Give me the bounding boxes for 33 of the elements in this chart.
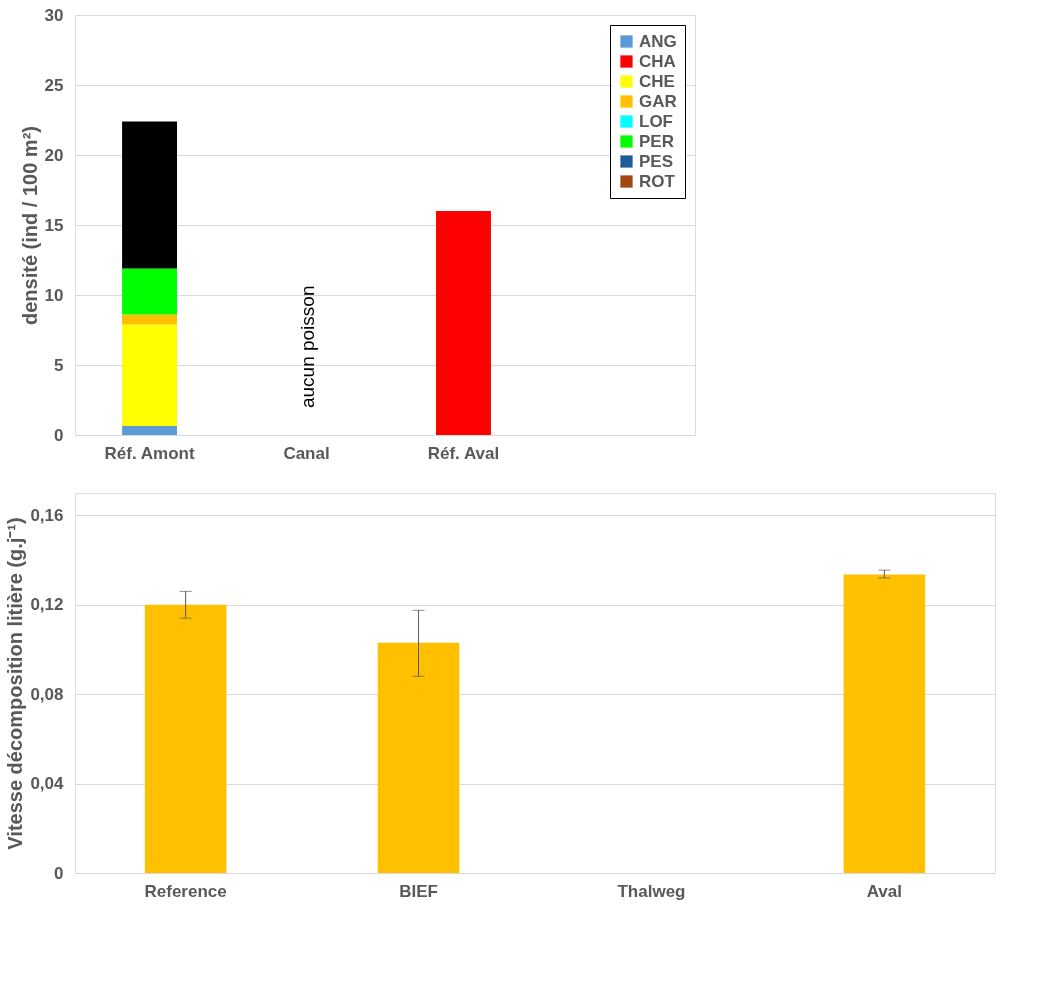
x-tick-label: Réf. Aval [427,443,500,463]
legend-label: ROT [639,171,676,191]
y-tick-label: 0,16 [30,505,64,525]
x-tick-label: BIEF [399,881,438,901]
y-tick-label: 5 [54,355,64,375]
legend-label: CHE [639,71,675,91]
legend-label: PES [639,151,674,171]
y-tick-label: 30 [44,5,64,25]
y-tick-label: 25 [44,75,64,95]
legend-label: ANG [639,31,677,51]
y-tick-label: 0 [54,425,64,445]
y-tick-label: 15 [44,215,64,235]
x-tick-label: Reference [144,881,227,901]
y-axis-title: Vitesse décomposition litière (g.j⁻¹) [4,517,27,850]
y-tick-label: 20 [44,145,64,165]
y-tick-label: 0 [54,863,64,883]
x-tick-label: Aval [866,881,903,901]
y-tick-label: 0,08 [30,684,64,704]
bar [144,604,227,873]
y-tick-label: 0,04 [30,774,65,794]
bar [377,642,460,873]
y-axis-title: densité (ind / 100 m²) [18,126,41,325]
x-tick-label: Thalweg [617,881,686,901]
y-tick-label: 10 [44,285,64,305]
legend-label: PER [639,131,674,151]
legend-label: GAR [639,91,677,111]
y-tick-label: 0,12 [30,595,64,615]
annotation: aucun poisson [296,285,318,409]
legend-label: LOF [639,111,673,131]
bar [843,574,926,873]
x-tick-label: Réf. Amont [104,443,195,463]
x-tick-label: Canal [283,443,330,463]
legend-label: CHA [639,51,676,71]
